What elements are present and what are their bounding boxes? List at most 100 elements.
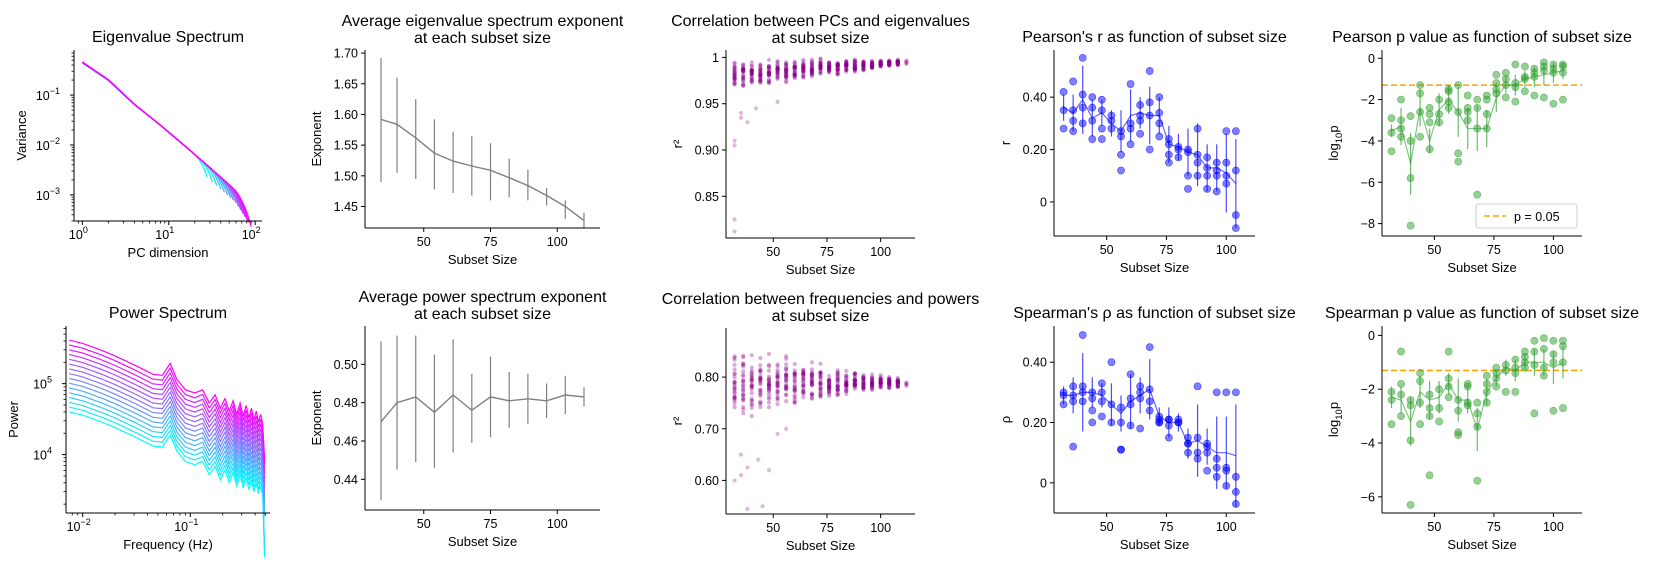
scatter-point — [801, 375, 806, 381]
scatter-point — [895, 59, 900, 64]
scatter-point — [809, 68, 815, 73]
scatter-point — [784, 378, 789, 383]
x-tick-label: 75 — [820, 245, 834, 259]
scatter-point — [878, 59, 883, 64]
power-series-line — [69, 373, 266, 493]
scatter-point — [835, 66, 840, 71]
scatter-point — [1097, 95, 1106, 104]
scatter-point — [741, 392, 746, 397]
x-tick-label: 50 — [1427, 520, 1441, 534]
scatter-point — [904, 381, 909, 386]
scatter-point — [792, 388, 797, 393]
scatter-point — [904, 383, 909, 388]
scatter-point — [758, 375, 763, 381]
scatter-point — [887, 63, 892, 68]
legend-label: p = 0.05 — [1514, 210, 1560, 224]
scatter-point — [792, 371, 797, 376]
scatter-point — [835, 63, 840, 68]
scatter-point — [887, 381, 892, 386]
scatter-point — [741, 353, 746, 358]
scatter-point — [809, 68, 815, 73]
scatter-point — [818, 370, 823, 375]
scatter-point — [861, 386, 866, 391]
scatter-point — [741, 372, 746, 377]
scatter-point — [741, 66, 746, 71]
scatter-point — [878, 376, 883, 382]
scatter-point — [784, 74, 789, 79]
chart-title: at subset size — [772, 308, 870, 325]
x-tick-label: 50 — [1427, 243, 1441, 257]
scatter-point — [732, 67, 737, 72]
legend-box — [1475, 203, 1578, 229]
scatter-point — [775, 380, 780, 385]
scatter-point — [1145, 385, 1154, 394]
scatter-point — [1416, 108, 1424, 116]
x-axis-label: Subset Size — [1120, 537, 1189, 552]
scatter-point — [1482, 110, 1491, 118]
scatter-point — [826, 61, 832, 66]
scatter-point — [758, 388, 763, 393]
scatter-point — [818, 71, 823, 76]
scatter-point — [861, 63, 866, 68]
scatter-point — [1117, 127, 1125, 136]
scatter-point — [861, 66, 866, 71]
scatter-point — [818, 63, 823, 68]
scatter-point — [1444, 374, 1453, 383]
scatter-point — [801, 370, 806, 375]
scatter-point — [887, 380, 892, 385]
scatter-point — [835, 63, 840, 68]
scatter-point — [775, 71, 780, 77]
scatter-point — [792, 64, 797, 70]
scatter-point — [895, 59, 900, 64]
y-tick-label: 10−1 — [36, 86, 60, 103]
scatter-point — [1387, 128, 1396, 137]
scatter-point — [869, 64, 875, 69]
scatter-point — [818, 63, 823, 68]
scatter-point — [1416, 377, 1424, 386]
scatter-point — [732, 371, 737, 376]
scatter-point — [1164, 150, 1173, 159]
chart-spearman_p: Spearman p value as function of subset s… — [1325, 305, 1639, 552]
scatter-point — [1425, 390, 1434, 399]
scatter-point — [775, 373, 780, 378]
scatter-point — [1406, 174, 1415, 183]
scatter-point — [861, 66, 866, 71]
scatter-point — [852, 379, 857, 384]
eigen-series-line — [82, 62, 222, 190]
scatter-point — [1511, 79, 1520, 87]
scatter-point — [826, 377, 832, 382]
y-tick-label: 0 — [1368, 52, 1375, 66]
scatter-point — [869, 383, 875, 389]
scatter-point — [852, 66, 857, 71]
scatter-point — [895, 60, 900, 65]
scatter-point — [1530, 361, 1539, 369]
x-tick-label: 100 — [1543, 243, 1564, 257]
scatter-point — [1492, 374, 1501, 383]
scatter-point — [878, 383, 883, 388]
scatter-point — [844, 63, 849, 68]
scatter-point — [826, 385, 832, 390]
scatter-point — [758, 74, 763, 79]
scatter-point — [775, 66, 780, 71]
scatter-point — [818, 68, 823, 74]
scatter-point — [809, 68, 815, 73]
scatter-point — [1203, 171, 1212, 180]
scatter-point — [852, 371, 857, 376]
scatter-point — [792, 62, 797, 67]
scatter-point — [775, 389, 780, 394]
scatter-point — [784, 383, 789, 388]
scatter-point — [887, 386, 892, 391]
scatter-point — [869, 63, 875, 68]
scatter-point — [869, 375, 875, 380]
scatter-point — [766, 405, 772, 410]
scatter-point — [826, 63, 832, 68]
scatter-point — [784, 379, 789, 384]
scatter-point — [1549, 358, 1558, 367]
scatter-point — [809, 382, 815, 387]
scatter-point — [818, 63, 823, 68]
scatter-point — [784, 68, 789, 73]
scatter-point — [818, 64, 823, 69]
scatter-point — [895, 59, 900, 65]
scatter-point — [775, 67, 780, 72]
scatter-point — [792, 64, 797, 69]
